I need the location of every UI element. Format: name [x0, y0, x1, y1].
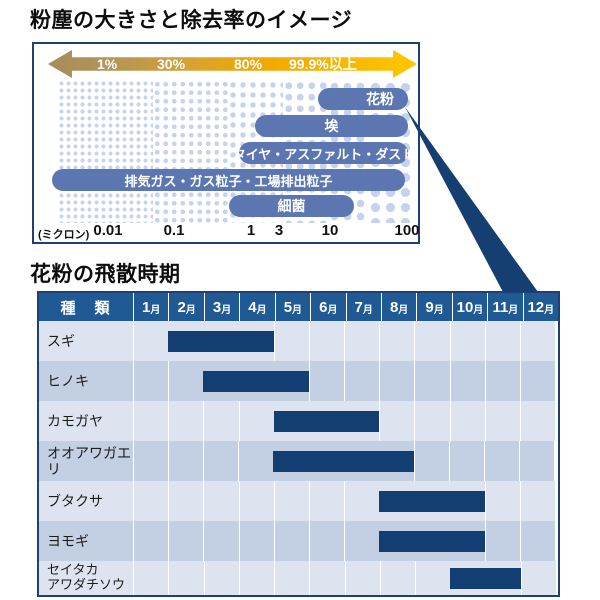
type-column-header: 種 類: [60, 299, 112, 317]
particle-bar-dust: 埃: [255, 115, 408, 137]
arrow-label: 80%: [234, 56, 263, 72]
arrow-label: 30%: [157, 56, 186, 72]
axis-tick: 1: [246, 222, 256, 239]
pollen-season-bar: [450, 567, 521, 589]
arrow-label: 99.9%以上: [289, 56, 357, 72]
axis-tick: 3: [274, 222, 284, 239]
month-header: 10 月: [451, 293, 487, 321]
pollen-row-ooawagaeri: オオアワガエリ: [39, 441, 558, 481]
pollen-row-hinoki: ヒノキ: [39, 361, 558, 401]
pollen-row-seitaka-awadachisou: セイタカ アワダチソウ: [39, 561, 558, 595]
axis-tick: 0.1: [163, 222, 185, 239]
arrow-label: 1%: [97, 56, 118, 72]
species-name: ヒノキ: [47, 372, 89, 389]
species-name: ブタクサ: [47, 492, 103, 509]
dot-band: [58, 80, 153, 223]
species-name: オオアワガエリ: [47, 444, 131, 477]
pollen-table-title: 花粉の飛散時期: [30, 263, 181, 286]
axis-tick: 0.01: [93, 222, 123, 239]
species-name: カモガヤ: [47, 412, 103, 429]
axis-tick: 100: [394, 222, 420, 239]
month-header: 12 月: [522, 293, 558, 321]
pollen-season-bar: [379, 530, 485, 552]
particle-bar-bacteria: 細菌: [229, 195, 354, 217]
species-name: スギ: [47, 332, 75, 349]
dot-band: [153, 80, 228, 223]
species-name: セイタカ アワダチソウ: [47, 562, 126, 592]
pollen-season-bar: [203, 370, 309, 392]
pollen-row-butakusa: ブタクサ: [39, 481, 558, 521]
pollen-season-bar: [273, 410, 380, 432]
pollen-row-sugi: スギ: [39, 321, 558, 361]
particle-bar-tire: タイヤ・アスファルト・ダスト: [239, 142, 408, 164]
pollen-season-bar: [379, 490, 485, 512]
particle-bar-exhaust: 排気ガス・ガス粒子・工場排出粒子: [52, 169, 405, 191]
month-header: 11 月: [487, 293, 522, 321]
pollen-row-kamogaya: カモガヤ: [39, 401, 558, 441]
axis-unit-label: (ミクロン): [38, 229, 90, 241]
particle-bar-pollen: 花粉: [318, 88, 408, 110]
species-name: ヨモギ: [47, 532, 89, 549]
pollen-row-yomogi: ヨモギ: [39, 521, 558, 561]
particle-chart-title: 粉塵の大きさと除去率のイメージ: [30, 9, 353, 32]
particle-size-chart: 1% 30% 80% 99.9%以上 花粉 埃 タイヤ・アスファルト・ダスト 排…: [32, 42, 420, 244]
axis-tick: 10: [321, 222, 339, 239]
pollen-season-bar: [168, 330, 274, 352]
pollen-season-bar: [273, 450, 414, 472]
